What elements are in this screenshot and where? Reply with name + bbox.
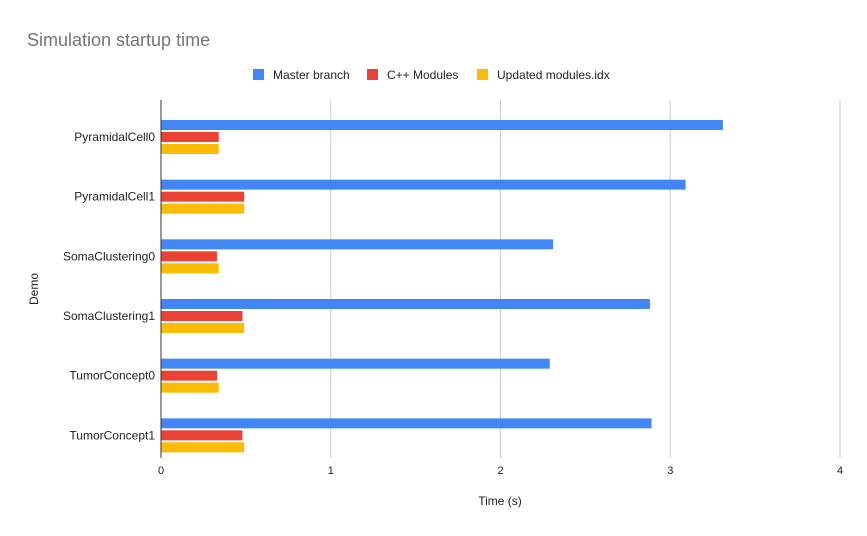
x-axis-title: Time (s) — [478, 494, 522, 508]
category-label: PyramidalCell1 — [74, 190, 155, 204]
x-tick-labels: 0 1 2 3 4 — [158, 465, 843, 477]
bar — [161, 239, 554, 250]
bar — [161, 299, 650, 309]
x-tick-label: 2 — [497, 465, 503, 477]
bar — [161, 203, 245, 214]
chart-title: Simulation startup time — [27, 30, 210, 50]
category-label: PyramidalCell0 — [74, 130, 155, 144]
bar — [161, 370, 218, 381]
bar — [161, 418, 652, 429]
bar — [161, 191, 245, 202]
bar — [161, 251, 218, 262]
bar — [161, 323, 245, 333]
legend-label: C++ Modules — [387, 68, 458, 82]
legend-label: Master branch — [273, 68, 350, 82]
bar — [161, 179, 686, 190]
x-tick-label: 3 — [667, 465, 673, 477]
legend-swatch — [477, 69, 488, 80]
x-tick-label: 4 — [837, 465, 843, 477]
bar — [161, 358, 550, 369]
y-axis-title: Demo — [27, 273, 41, 305]
gridlines — [330, 100, 841, 458]
legend-swatch — [253, 69, 264, 80]
category-label: SomaClustering0 — [63, 249, 155, 263]
category-labels: PyramidalCell0 PyramidalCell1 SomaClusteri… — [63, 130, 155, 442]
bar — [161, 442, 245, 453]
legend-label: Updated modules.idx — [497, 68, 610, 82]
category-label: TumorConcept1 — [69, 428, 155, 442]
bar — [161, 263, 219, 274]
bar — [161, 144, 219, 154]
bar — [161, 382, 219, 393]
legend: Master branch C++ Modules Updated modules.… — [253, 68, 610, 82]
bar — [161, 120, 723, 130]
bars — [160, 100, 723, 458]
legend-swatch — [367, 69, 378, 80]
x-tick-label: 1 — [328, 465, 334, 477]
x-tick-label: 0 — [158, 465, 164, 477]
bar — [161, 311, 243, 321]
category-label: SomaClustering1 — [63, 309, 155, 323]
category-label: TumorConcept0 — [69, 369, 155, 383]
bar — [161, 430, 243, 441]
bar — [161, 132, 219, 142]
